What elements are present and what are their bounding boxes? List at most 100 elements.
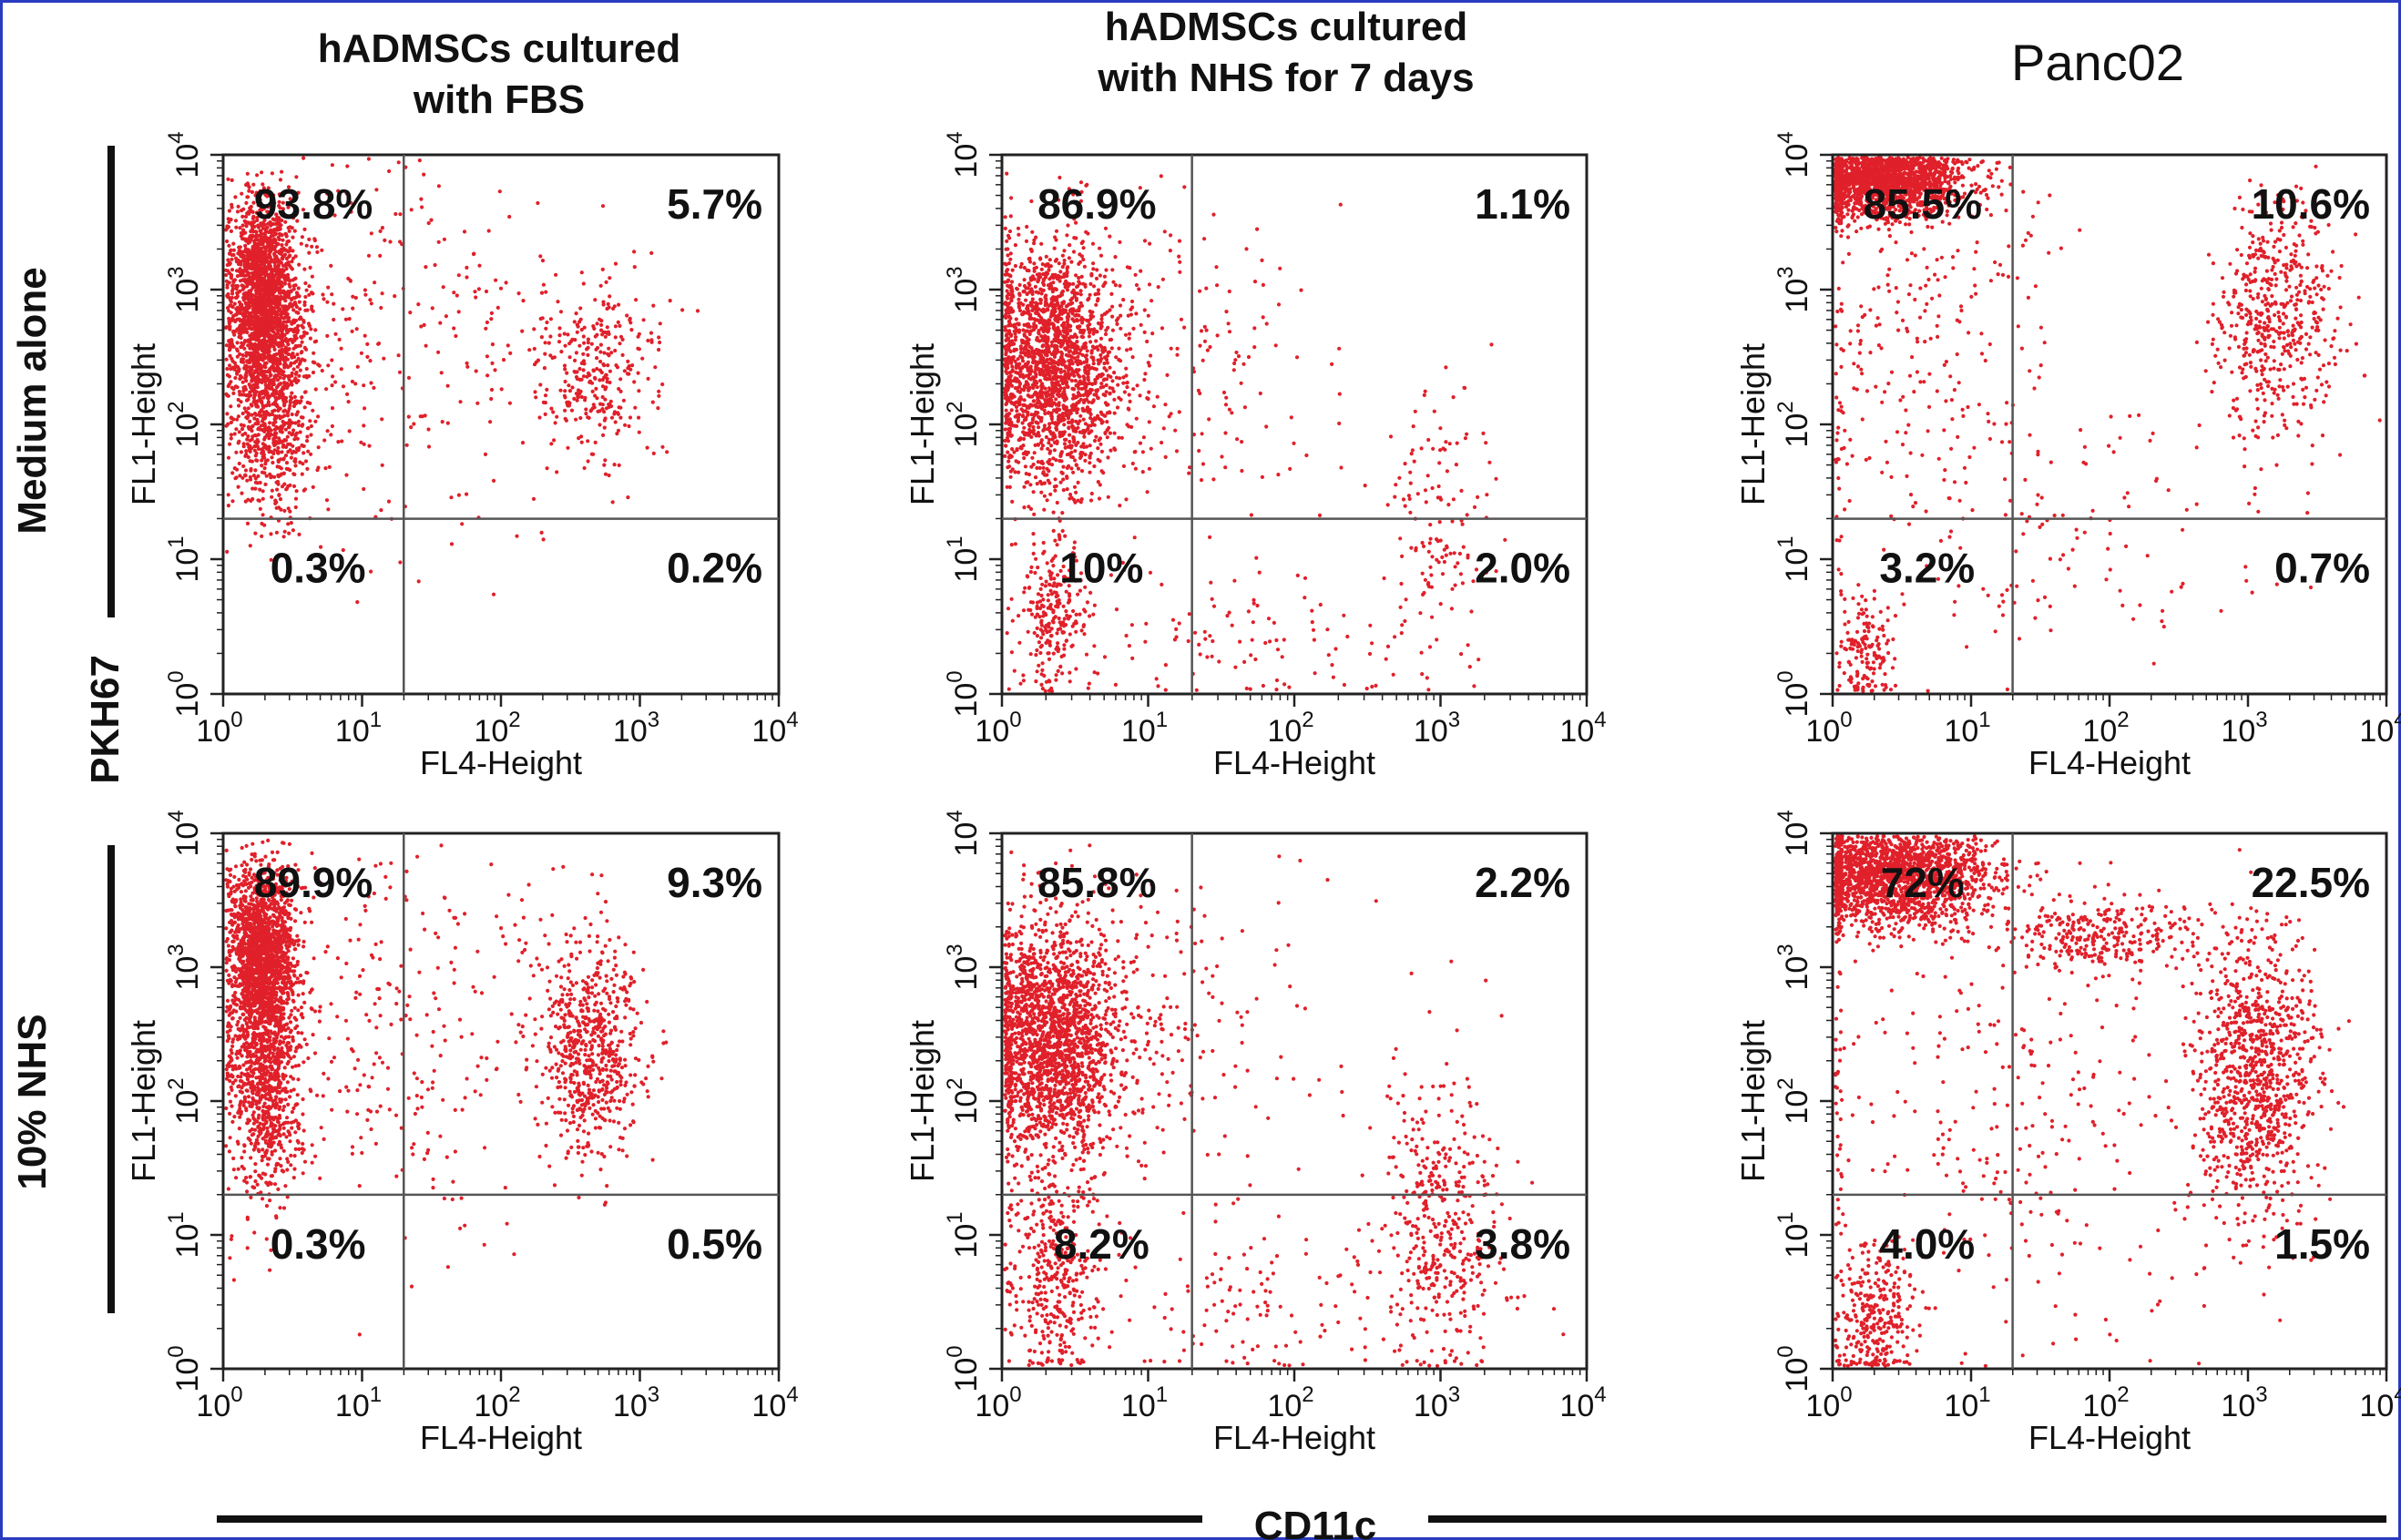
event-dot bbox=[1098, 253, 1104, 258]
event-dot bbox=[1010, 383, 1015, 388]
event-dot bbox=[541, 537, 546, 542]
event-dot bbox=[316, 445, 321, 450]
event-dot bbox=[281, 328, 285, 332]
event-dot bbox=[291, 330, 296, 334]
event-dot bbox=[1073, 379, 1078, 383]
event-dot bbox=[1071, 250, 1077, 254]
event-dot bbox=[1095, 268, 1099, 272]
event-dot bbox=[278, 275, 282, 280]
event-dot bbox=[657, 347, 661, 352]
event-dot bbox=[276, 272, 281, 277]
event-dot bbox=[242, 308, 247, 312]
event-dot bbox=[1012, 329, 1017, 333]
column-title: Panc02 bbox=[2011, 34, 2184, 91]
quadrant-percentage-upper-right: 5.7% bbox=[667, 180, 762, 228]
event-dot bbox=[247, 303, 251, 308]
event-dot bbox=[584, 407, 588, 412]
event-dot bbox=[362, 423, 366, 428]
event-dot bbox=[247, 238, 252, 242]
event-dot bbox=[330, 358, 334, 362]
event-dot bbox=[270, 259, 274, 263]
event-dot bbox=[348, 278, 352, 282]
column-title-line: with NHS for 7 days bbox=[1097, 56, 1474, 100]
event-dot bbox=[229, 272, 234, 278]
event-dot bbox=[231, 329, 236, 333]
event-dot bbox=[1009, 298, 1014, 302]
event-dot bbox=[543, 412, 547, 416]
event-dot bbox=[436, 240, 441, 244]
event-dot bbox=[1109, 448, 1113, 453]
event-dot bbox=[617, 463, 621, 467]
event-dot bbox=[234, 269, 240, 273]
event-dot bbox=[1022, 278, 1027, 282]
event-dot bbox=[300, 350, 304, 354]
event-dot bbox=[283, 454, 289, 458]
event-dot bbox=[1073, 458, 1078, 463]
event-dot bbox=[1070, 386, 1075, 391]
event-dot bbox=[235, 341, 240, 345]
event-dot bbox=[282, 403, 287, 407]
event-dot bbox=[1121, 381, 1126, 385]
event-dot bbox=[1057, 305, 1062, 310]
event-dot bbox=[615, 365, 620, 370]
event-dot bbox=[231, 252, 236, 258]
event-dot bbox=[1047, 437, 1052, 442]
event-dot bbox=[333, 331, 338, 336]
event-dot bbox=[256, 322, 261, 327]
event-dot bbox=[416, 302, 421, 307]
event-dot bbox=[1060, 511, 1065, 515]
y-tick-label: 104 bbox=[164, 131, 205, 178]
event-dot bbox=[658, 340, 662, 345]
event-dot bbox=[1062, 249, 1067, 253]
event-dot bbox=[282, 365, 287, 370]
event-dot bbox=[245, 442, 250, 446]
column-title-line: with FBS bbox=[413, 77, 585, 122]
event-dot bbox=[253, 454, 258, 458]
event-dot bbox=[508, 351, 513, 355]
event-dot bbox=[1133, 272, 1138, 277]
event-dot bbox=[378, 229, 383, 233]
event-dot bbox=[307, 292, 312, 297]
event-dot bbox=[248, 321, 252, 325]
event-dot bbox=[1054, 229, 1059, 233]
event-dot bbox=[1089, 491, 1094, 496]
event-dot bbox=[258, 506, 262, 511]
event-dot bbox=[254, 244, 259, 249]
event-dot bbox=[1065, 487, 1069, 492]
event-dot bbox=[454, 333, 458, 339]
event-dot bbox=[1068, 298, 1073, 302]
event-dot bbox=[600, 204, 606, 209]
event-dot bbox=[283, 427, 288, 432]
event-dot bbox=[272, 353, 277, 358]
quadrant-percentage-upper-left: 93.8% bbox=[254, 180, 373, 228]
event-dot bbox=[1127, 393, 1131, 397]
event-dot bbox=[230, 295, 234, 301]
event-dot bbox=[271, 451, 276, 456]
event-dot bbox=[290, 371, 294, 375]
event-dot bbox=[1091, 267, 1096, 271]
event-dot bbox=[1088, 461, 1092, 465]
event-dot bbox=[256, 376, 261, 381]
event-dot bbox=[557, 340, 562, 344]
event-dot bbox=[1031, 462, 1036, 467]
event-dot bbox=[1142, 330, 1147, 334]
event-dot bbox=[1023, 464, 1027, 469]
event-dot bbox=[602, 363, 607, 368]
event-dot bbox=[307, 250, 312, 255]
event-dot bbox=[301, 415, 305, 420]
event-dot bbox=[1042, 423, 1047, 428]
event-dot bbox=[368, 298, 373, 302]
event-dot bbox=[426, 427, 431, 432]
event-dot bbox=[634, 298, 639, 302]
event-dot bbox=[1062, 404, 1067, 409]
event-dot bbox=[285, 434, 290, 439]
event-dot bbox=[1102, 345, 1107, 351]
event-dot bbox=[422, 172, 426, 177]
event-dot bbox=[613, 324, 618, 329]
event-dot bbox=[1032, 261, 1037, 266]
event-dot bbox=[304, 366, 309, 372]
event-dot bbox=[299, 399, 303, 403]
event-dot bbox=[543, 341, 547, 345]
event-dot bbox=[386, 499, 392, 504]
